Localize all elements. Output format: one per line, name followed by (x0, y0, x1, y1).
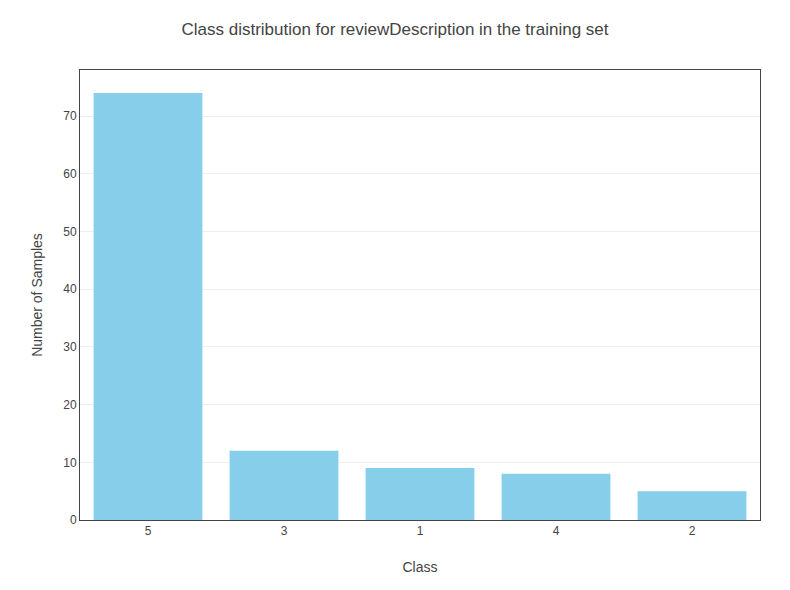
svg-text:40: 40 (63, 282, 77, 296)
svg-text:3: 3 (281, 524, 288, 538)
svg-text:0: 0 (70, 513, 77, 527)
svg-text:10: 10 (63, 456, 77, 470)
svg-text:Number of Samples: Number of Samples (29, 233, 45, 357)
svg-text:2: 2 (689, 524, 696, 538)
svg-text:50: 50 (63, 225, 77, 239)
svg-text:60: 60 (63, 167, 77, 181)
svg-text:1: 1 (417, 524, 424, 538)
svg-text:70: 70 (63, 109, 77, 123)
svg-text:4: 4 (553, 524, 560, 538)
svg-text:Class: Class (402, 559, 437, 575)
svg-text:Class distribution for reviewD: Class distribution for reviewDescription… (181, 20, 608, 39)
svg-text:30: 30 (63, 340, 77, 354)
svg-text:20: 20 (63, 398, 77, 412)
svg-text:5: 5 (145, 524, 152, 538)
